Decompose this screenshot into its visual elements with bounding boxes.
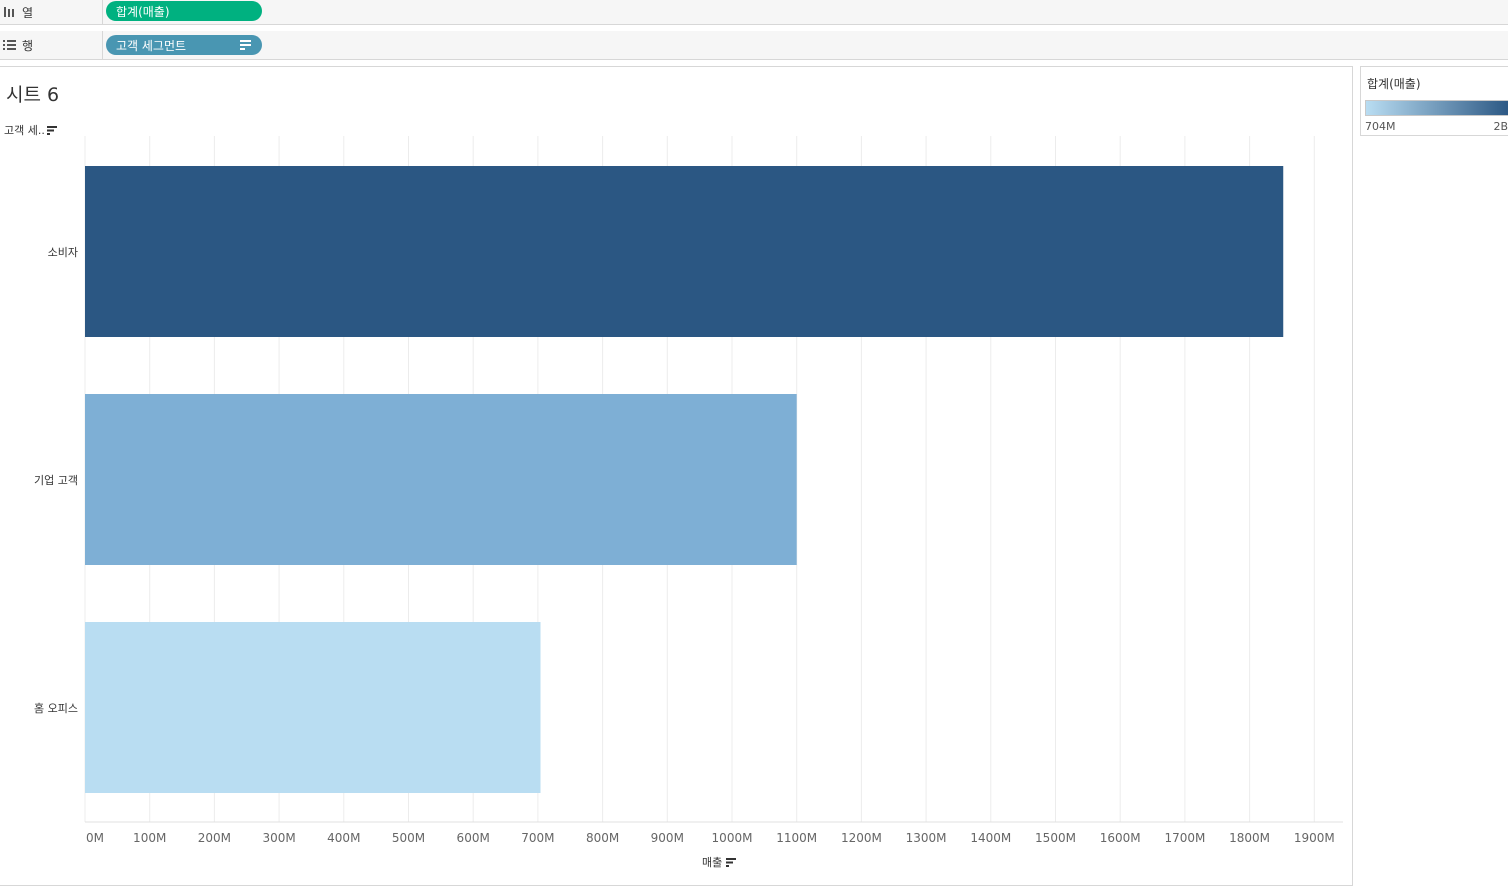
- x-tick-label: 0M: [86, 831, 104, 845]
- rows-icon: [3, 40, 16, 50]
- x-tick-label: 500M: [391, 831, 426, 845]
- x-tick-label: 1100M: [776, 831, 818, 845]
- row-header[interactable]: 고객 세..: [4, 122, 57, 138]
- rows-label-text: 행: [22, 38, 34, 53]
- worksheet: 시트 6 고객 세..: [0, 66, 1353, 886]
- x-tick-label: 1400M: [970, 831, 1012, 845]
- x-tick-label: 1300M: [905, 831, 947, 845]
- x-tick-label: 900M: [650, 831, 684, 845]
- sum-sales-pill-text: 합계(매출): [116, 4, 170, 19]
- legend-title: 합계(매출): [1367, 77, 1421, 91]
- columns-label-text: 열: [22, 5, 34, 20]
- columns-shelf: 열 합계(매출): [0, 0, 1508, 25]
- category-label[interactable]: 기업 고객: [34, 473, 78, 487]
- customer-segment-pill-text: 고객 세그먼트: [116, 38, 187, 53]
- sum-sales-pill[interactable]: 합계(매출): [106, 1, 262, 21]
- category-label[interactable]: 홈 오피스: [34, 701, 78, 715]
- x-axis-title[interactable]: 매출: [702, 854, 737, 870]
- x-axis-title-text: 매출: [702, 856, 723, 869]
- x-tick-label: 1700M: [1164, 831, 1206, 845]
- columns-shelf-label: 열: [0, 0, 103, 24]
- x-tick-label: 400M: [327, 831, 361, 845]
- x-tick-label: 300M: [262, 831, 296, 845]
- rows-shelf: 행 고객 세그먼트: [0, 31, 1508, 60]
- x-tick-label: 200M: [197, 831, 232, 845]
- axis-sort-icon[interactable]: [726, 857, 737, 867]
- legend-min-label: 704M: [1365, 120, 1396, 133]
- x-tick-label: 1200M: [840, 831, 882, 845]
- legend-max-label: 2B: [1493, 120, 1508, 133]
- columns-icon: [4, 7, 14, 17]
- x-tick-label: 1500M: [1035, 831, 1076, 845]
- x-tick-label: 600M: [456, 831, 490, 845]
- sheet-title: 시트 6: [6, 84, 60, 106]
- x-tick-label: 1800M: [1229, 831, 1271, 845]
- legend-gradient: [1365, 100, 1508, 116]
- sort-icon[interactable]: [46, 125, 57, 135]
- x-tick-label: 1900M: [1293, 831, 1335, 845]
- row-header-text: 고객 세..: [4, 124, 45, 137]
- sort-descending-icon[interactable]: [240, 40, 252, 51]
- x-tick-label: 100M: [133, 831, 167, 845]
- category-label[interactable]: 소비자: [47, 245, 78, 259]
- x-tick-label: 800M: [585, 831, 620, 845]
- x-tick-label: 1000M: [711, 831, 753, 845]
- x-tick-label: 1600M: [1099, 831, 1141, 845]
- customer-segment-pill[interactable]: 고객 세그먼트: [106, 35, 262, 55]
- rows-shelf-label: 행: [0, 31, 103, 59]
- x-tick-label: 700M: [521, 831, 555, 845]
- color-legend[interactable]: 합계(매출) 704M 2B: [1360, 66, 1508, 136]
